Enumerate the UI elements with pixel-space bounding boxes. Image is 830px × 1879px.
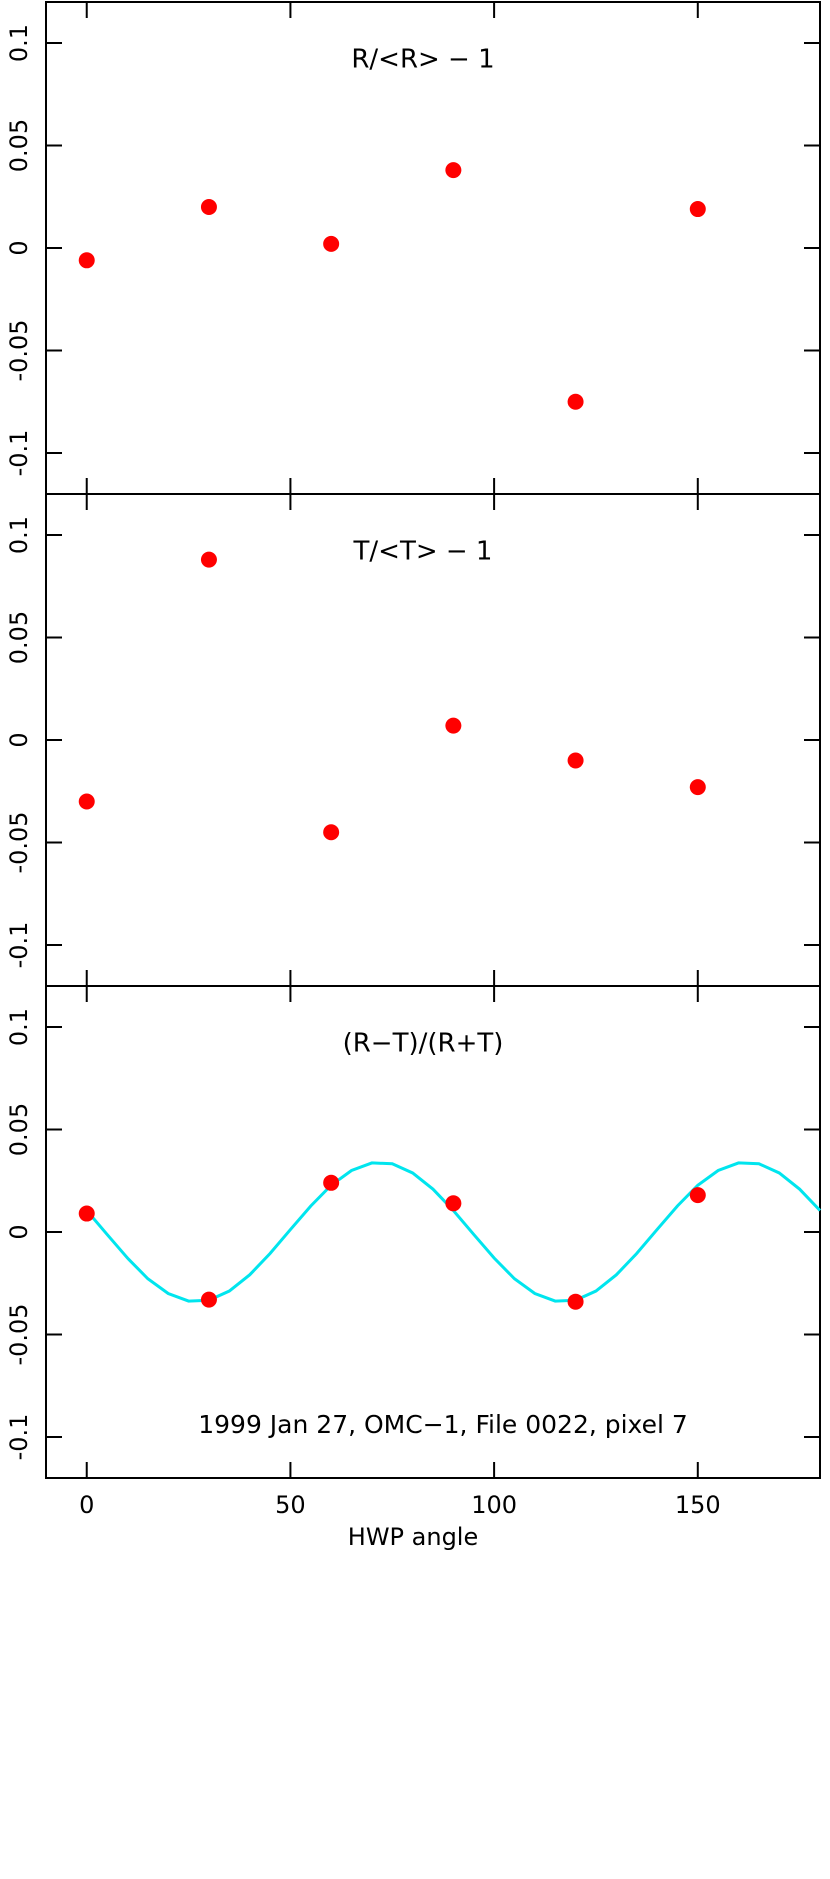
data-point bbox=[200, 199, 217, 215]
data-point bbox=[445, 1195, 462, 1212]
data-point bbox=[689, 201, 706, 218]
plot-frame bbox=[45, 1, 821, 495]
data-point bbox=[445, 717, 462, 734]
plot-frame bbox=[45, 985, 821, 1479]
x-tick-label: 100 bbox=[471, 1491, 517, 1519]
y-tick-label: -0.05 bbox=[5, 319, 33, 381]
y-tick-label: -0.1 bbox=[5, 1414, 33, 1461]
x-tick-label: 50 bbox=[275, 1491, 306, 1519]
annotation: 1999 Jan 27, OMC−1, File 0022, pixel 7 bbox=[198, 1410, 688, 1439]
y-tick-label: 0.1 bbox=[5, 1008, 33, 1046]
y-tick-label: 0.05 bbox=[5, 611, 33, 664]
y-tick-label: -0.05 bbox=[5, 1303, 33, 1365]
data-point bbox=[445, 162, 462, 179]
y-tick-label: 0.1 bbox=[5, 516, 33, 554]
x-tick-label: 150 bbox=[675, 1491, 721, 1519]
data-point bbox=[200, 551, 217, 568]
y-tick-label: 0 bbox=[5, 240, 33, 255]
data-point bbox=[567, 1293, 584, 1310]
data-point bbox=[689, 779, 706, 796]
y-tick-label: 0.05 bbox=[5, 1103, 33, 1156]
data-point bbox=[78, 1205, 95, 1222]
x-tick-label: 0 bbox=[79, 1491, 94, 1519]
fit-curve bbox=[85, 1161, 822, 1303]
panel-title: (R−T)/(R+T) bbox=[343, 1029, 504, 1059]
data-point bbox=[567, 393, 584, 410]
data-point bbox=[200, 1291, 217, 1308]
data-point bbox=[323, 1174, 340, 1191]
plot-frame bbox=[45, 493, 821, 987]
data-point bbox=[689, 1187, 706, 1204]
y-tick-label: 0 bbox=[5, 732, 33, 747]
data-point bbox=[78, 252, 95, 269]
data-point bbox=[323, 235, 340, 252]
panel-title: T/<T> − 1 bbox=[353, 537, 493, 567]
data-point bbox=[323, 824, 340, 841]
data-point bbox=[78, 793, 95, 810]
y-tick-label: -0.1 bbox=[5, 922, 33, 969]
x-axis-label: HWP angle bbox=[348, 1523, 478, 1551]
y-tick-label: 0.05 bbox=[5, 119, 33, 172]
y-tick-label: -0.05 bbox=[5, 811, 33, 873]
y-tick-label: -0.1 bbox=[5, 430, 33, 477]
y-tick-label: 0.1 bbox=[5, 24, 33, 62]
y-tick-label: 0 bbox=[5, 1224, 33, 1239]
panel-title: R/<R> − 1 bbox=[351, 45, 494, 75]
data-point bbox=[567, 752, 584, 769]
